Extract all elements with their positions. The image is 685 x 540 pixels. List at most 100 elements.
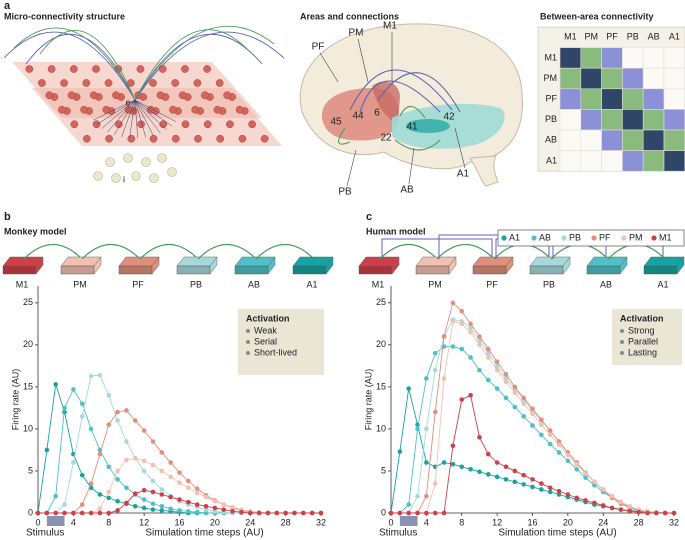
data-point: [432, 481, 438, 486]
brain: [299, 23, 523, 170]
data-point: [397, 449, 403, 454]
data-point: [35, 510, 41, 516]
data-point: [424, 376, 429, 381]
matrix-cell: [601, 47, 623, 69]
neuron: [216, 134, 225, 143]
legend-label: PB: [569, 232, 581, 242]
y-tick-label: 15: [376, 381, 386, 391]
data-point: [485, 377, 491, 383]
data-point: [424, 510, 429, 516]
data-point: [309, 510, 315, 516]
neuron: [112, 91, 120, 100]
matrix-cell: [642, 88, 665, 110]
data-point: [159, 503, 165, 509]
activation-bullet: [620, 351, 624, 355]
data-point: [177, 480, 182, 486]
data-point: [318, 510, 324, 516]
brain-label: A1: [457, 169, 470, 180]
series-line: [38, 374, 321, 514]
local-link: [107, 99, 136, 133]
activation-box: [612, 309, 682, 365]
data-point: [432, 409, 438, 415]
local-link: [101, 99, 136, 129]
x-tick-label: 16: [174, 517, 184, 527]
data-point: [106, 464, 112, 470]
data-point: [494, 386, 500, 391]
matrix-row-label: PF: [545, 93, 557, 103]
premotor-area: [372, 81, 400, 124]
area-shade: [3, 266, 36, 274]
data-point: [592, 482, 597, 488]
area-side: [267, 256, 276, 275]
data-point: [432, 350, 438, 356]
data-point: [115, 418, 120, 423]
x-tick-label: 0: [388, 517, 393, 527]
matrix-cell: [559, 88, 582, 110]
data-point: [450, 344, 456, 349]
data-point: [530, 423, 535, 428]
data-point: [530, 406, 535, 412]
data-point: [521, 482, 526, 487]
data-point: [97, 510, 103, 516]
data-point: [627, 509, 633, 514]
data-point: [556, 488, 562, 494]
inhibitory-neuron: [111, 173, 121, 183]
local-link: [134, 99, 173, 127]
matrix-col-label: PB: [627, 32, 639, 42]
area-link-long: [381, 238, 493, 259]
stimulus-bar: [399, 516, 418, 526]
neuron: [149, 134, 158, 143]
neuron: [127, 134, 136, 143]
data-point: [477, 334, 482, 339]
panel-title: Monkey model: [4, 226, 67, 236]
data-point: [97, 506, 103, 512]
data-point: [388, 510, 394, 516]
neuron: [203, 120, 212, 129]
matrix-cell: [580, 47, 602, 69]
area-link: [81, 244, 141, 260]
leader-line: [346, 149, 357, 187]
data-point: [556, 450, 562, 455]
matrix-cell: [601, 88, 623, 110]
data-point: [106, 510, 112, 516]
data-point: [124, 485, 129, 491]
panel-letter: b: [4, 211, 11, 223]
panel-title: Human model: [366, 226, 426, 236]
data-point: [124, 408, 129, 413]
matrix-cell: [622, 150, 644, 172]
matrix-cell: [601, 67, 623, 90]
data-point: [468, 392, 473, 398]
neuron: [82, 79, 91, 87]
legend-swatch: [561, 235, 567, 241]
matrix-cell: [559, 109, 582, 131]
area-side: [676, 256, 685, 275]
panel-letter: a: [4, 0, 11, 12]
data-point: [512, 468, 518, 474]
brain-label: M1: [383, 21, 397, 32]
brain-label: 42: [443, 112, 455, 123]
neuron: [194, 134, 202, 143]
data-point: [450, 461, 456, 467]
matrix-col-label: PF: [606, 32, 618, 42]
neuron: [158, 65, 167, 73]
data-point: [124, 439, 129, 444]
legend-swatch: [501, 235, 507, 241]
x-axis-label: Simulation time steps (AU): [498, 528, 616, 539]
y-tick-label: 25: [23, 297, 33, 307]
neuron: [203, 65, 211, 73]
inhibitory-neuron: [141, 157, 151, 167]
area-connection: [399, 105, 426, 119]
data-point: [88, 510, 94, 516]
neuron: [102, 105, 111, 114]
data-point: [194, 509, 200, 515]
layer-plane: [32, 88, 282, 146]
data-point: [450, 300, 456, 306]
data-point: [115, 498, 120, 504]
data-point: [547, 432, 553, 438]
data-point: [477, 338, 482, 343]
area-label: AB: [600, 279, 612, 289]
data-point: [547, 428, 553, 433]
micro-label: i: [123, 174, 125, 184]
data-point: [512, 479, 518, 485]
area-label: A1: [657, 279, 668, 289]
